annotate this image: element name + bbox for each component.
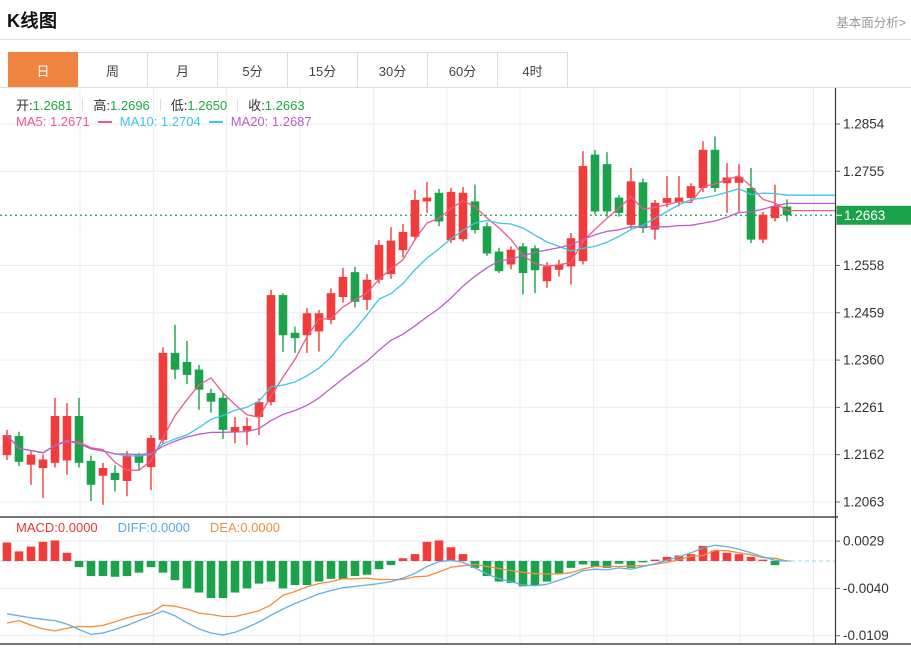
svg-text:1.2360: 1.2360 — [843, 353, 884, 368]
ma10-line — [6, 188, 835, 457]
svg-text:1.2261: 1.2261 — [843, 400, 884, 415]
chart-area: 1.2854 1.2755 1.2558 1.2459 1.2360 1.2261 1.21… — [0, 88, 911, 645]
ma20-line — [6, 202, 835, 456]
current-price-tag: 1.2663 — [836, 205, 911, 225]
tab-interval-3[interactable]: 5分 — [218, 52, 288, 87]
tab-interval-1[interactable]: 周 — [78, 52, 148, 87]
svg-text:1.2162: 1.2162 — [843, 447, 884, 462]
interval-tab-bar: 日周月 5分 15分 30分 60分 4时 — [0, 52, 911, 88]
svg-text:1.2459: 1.2459 — [843, 305, 884, 320]
tab-interval-7[interactable]: 4时 — [498, 52, 568, 87]
svg-text:1.2755: 1.2755 — [843, 164, 884, 179]
svg-text:1.2063: 1.2063 — [843, 495, 884, 510]
page-title: K线图 — [7, 11, 58, 31]
macd-histogram — [2, 540, 792, 599]
svg-text:1.2854: 1.2854 — [843, 117, 885, 132]
svg-text:0.0029: 0.0029 — [843, 534, 884, 549]
page-header: K线图 基本面分析> — [0, 0, 911, 40]
ma5-line — [6, 175, 835, 471]
svg-text:-0.0040: -0.0040 — [843, 581, 889, 596]
candlestick-series — [2, 136, 792, 505]
tab-interval-4[interactable]: 15分 — [288, 52, 358, 87]
tab-interval-5[interactable]: 30分 — [358, 52, 428, 87]
price-axis-labels: 1.2854 1.2755 1.2558 1.2459 1.2360 1.2261 1.21… — [835, 117, 889, 643]
svg-text:1.2558: 1.2558 — [843, 258, 884, 273]
kline-macd-chart-canvas[interactable]: 1.2854 1.2755 1.2558 1.2459 1.2360 1.2261 1.21… — [0, 88, 911, 645]
axis-frame — [0, 88, 911, 645]
tab-interval-6[interactable]: 60分 — [428, 52, 498, 87]
tab-interval-0[interactable]: 日 — [8, 52, 78, 87]
fundamental-analysis-link[interactable]: 基本面分析> — [836, 16, 906, 30]
svg-text:1.2663: 1.2663 — [844, 208, 885, 223]
grid-lines — [0, 88, 835, 644]
svg-text:-0.0109: -0.0109 — [843, 628, 889, 643]
tab-interval-2[interactable]: 月 — [148, 52, 218, 87]
diff-line — [6, 544, 788, 636]
